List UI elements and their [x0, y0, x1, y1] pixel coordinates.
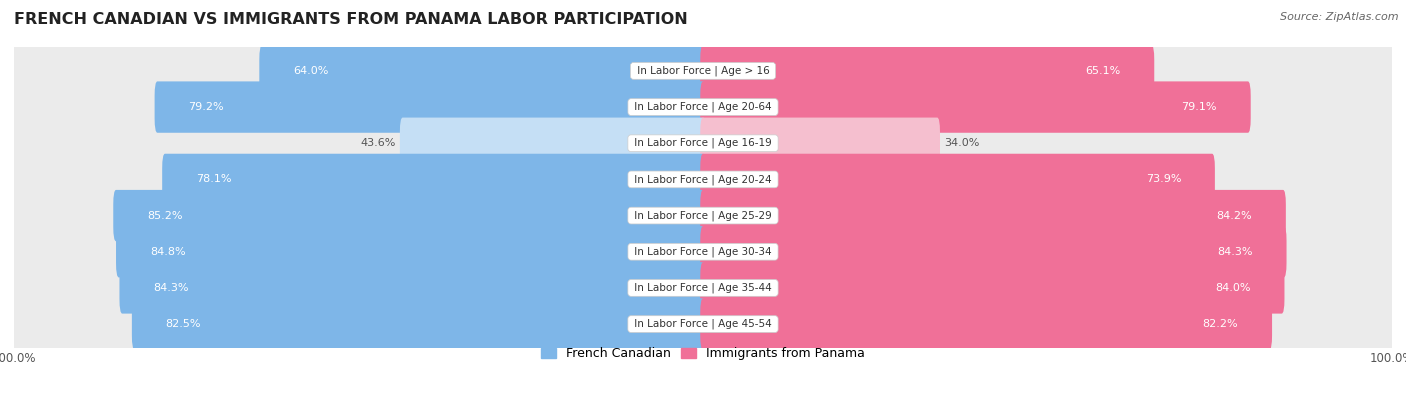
FancyBboxPatch shape	[700, 190, 1286, 241]
FancyBboxPatch shape	[0, 298, 1406, 350]
FancyBboxPatch shape	[155, 81, 706, 133]
Text: 34.0%: 34.0%	[945, 138, 980, 148]
Text: In Labor Force | Age 35-44: In Labor Force | Age 35-44	[631, 283, 775, 293]
FancyBboxPatch shape	[117, 226, 706, 277]
Text: In Labor Force | Age 25-29: In Labor Force | Age 25-29	[631, 210, 775, 221]
Text: 82.2%: 82.2%	[1202, 319, 1239, 329]
Text: 84.2%: 84.2%	[1216, 211, 1253, 220]
FancyBboxPatch shape	[0, 118, 1406, 169]
FancyBboxPatch shape	[0, 262, 1406, 314]
FancyBboxPatch shape	[700, 226, 1286, 277]
Text: In Labor Force | Age 20-64: In Labor Force | Age 20-64	[631, 102, 775, 112]
Text: In Labor Force | Age 45-54: In Labor Force | Age 45-54	[631, 319, 775, 329]
Text: 79.1%: 79.1%	[1181, 102, 1218, 112]
FancyBboxPatch shape	[132, 298, 706, 350]
Legend: French Canadian, Immigrants from Panama: French Canadian, Immigrants from Panama	[536, 342, 870, 365]
FancyBboxPatch shape	[700, 298, 1272, 350]
FancyBboxPatch shape	[700, 81, 1251, 133]
Text: 64.0%: 64.0%	[292, 66, 329, 76]
Text: 82.5%: 82.5%	[166, 319, 201, 329]
Text: 79.2%: 79.2%	[188, 102, 224, 112]
Text: 78.1%: 78.1%	[195, 175, 232, 184]
Text: In Labor Force | Age > 16: In Labor Force | Age > 16	[634, 66, 772, 76]
FancyBboxPatch shape	[162, 154, 706, 205]
Text: 73.9%: 73.9%	[1146, 175, 1181, 184]
Text: 84.8%: 84.8%	[150, 247, 186, 257]
FancyBboxPatch shape	[700, 154, 1215, 205]
Text: 84.0%: 84.0%	[1215, 283, 1251, 293]
Text: In Labor Force | Age 16-19: In Labor Force | Age 16-19	[631, 138, 775, 149]
FancyBboxPatch shape	[700, 45, 1154, 97]
FancyBboxPatch shape	[399, 118, 706, 169]
FancyBboxPatch shape	[700, 262, 1285, 314]
Text: 43.6%: 43.6%	[360, 138, 395, 148]
Text: 84.3%: 84.3%	[153, 283, 188, 293]
Text: 65.1%: 65.1%	[1085, 66, 1121, 76]
FancyBboxPatch shape	[0, 190, 1406, 241]
FancyBboxPatch shape	[114, 190, 706, 241]
FancyBboxPatch shape	[0, 226, 1406, 277]
FancyBboxPatch shape	[0, 154, 1406, 205]
Text: 85.2%: 85.2%	[148, 211, 183, 220]
FancyBboxPatch shape	[700, 118, 941, 169]
Text: 84.3%: 84.3%	[1218, 247, 1253, 257]
Text: Source: ZipAtlas.com: Source: ZipAtlas.com	[1281, 12, 1399, 22]
FancyBboxPatch shape	[120, 262, 706, 314]
FancyBboxPatch shape	[0, 81, 1406, 133]
Text: In Labor Force | Age 20-24: In Labor Force | Age 20-24	[631, 174, 775, 185]
FancyBboxPatch shape	[0, 45, 1406, 97]
FancyBboxPatch shape	[259, 45, 706, 97]
Text: FRENCH CANADIAN VS IMMIGRANTS FROM PANAMA LABOR PARTICIPATION: FRENCH CANADIAN VS IMMIGRANTS FROM PANAM…	[14, 12, 688, 27]
Text: In Labor Force | Age 30-34: In Labor Force | Age 30-34	[631, 246, 775, 257]
